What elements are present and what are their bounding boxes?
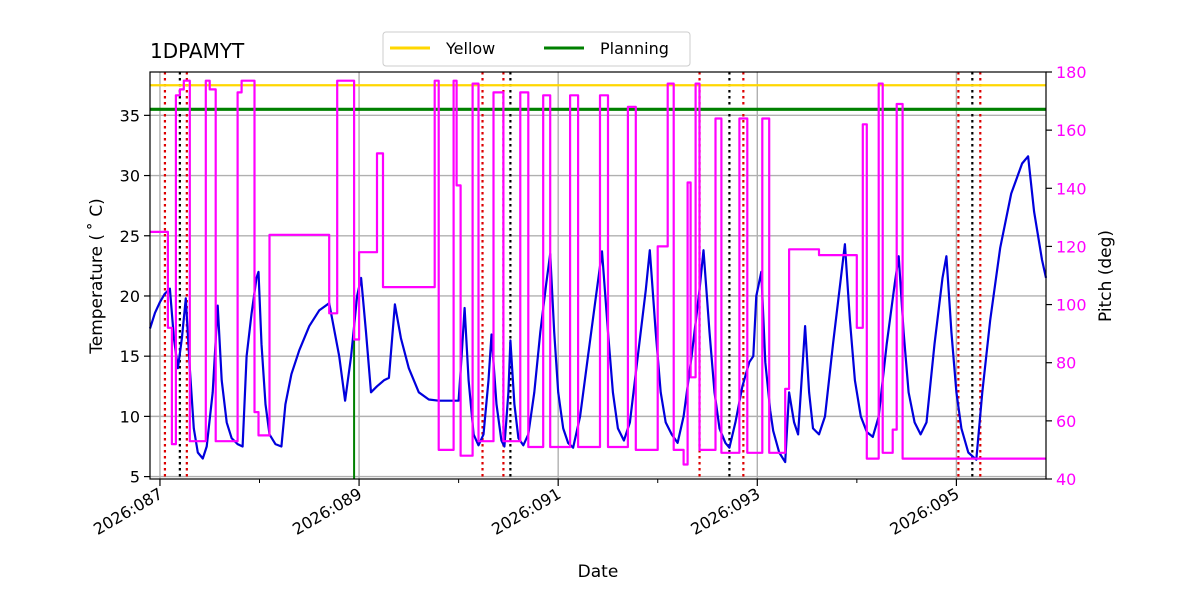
y-tick-label: 5 [130, 468, 140, 487]
y-tick-label: 10 [120, 407, 140, 426]
y2-tick-label: 80 [1056, 354, 1076, 373]
x-tick-label: 2026:089 [289, 484, 365, 539]
legend-box [382, 31, 691, 67]
y2-tick-label: 100 [1056, 296, 1087, 315]
y2-tick-label: 60 [1056, 412, 1076, 431]
plot-frame [149, 71, 1047, 480]
series-line-pitch [150, 79, 1046, 466]
y-tick-label: 15 [120, 347, 140, 366]
x-tick-label: 2026:095 [887, 484, 963, 539]
y2-axis-title: Pitch (deg) [1096, 230, 1116, 322]
y2-tick-label: 180 [1056, 63, 1087, 82]
y-tick-label: 20 [120, 287, 140, 306]
y-tick-label: 35 [120, 106, 140, 125]
y-tick-label: 30 [120, 167, 140, 186]
legend-label-yellow: Yellow [445, 39, 495, 58]
x-tick-label: 2026:087 [90, 484, 166, 539]
y2-tick-label: 120 [1056, 237, 1087, 256]
y2-tick-label: 160 [1056, 121, 1087, 140]
y2-tick-label: 40 [1056, 470, 1076, 489]
legend: Yellow Planning [382, 31, 691, 67]
series-line-temperature [148, 155, 1048, 464]
y-axis-title: Temperature ( ˚ C) [86, 198, 107, 355]
x-tick-label: 2026:093 [687, 484, 763, 539]
series-layer [148, 79, 1048, 466]
x-axis-title: Date [578, 562, 619, 582]
x-tick-label: 2026:091 [488, 484, 564, 539]
legend-label-planning: Planning [600, 39, 669, 58]
chart-title: 1DPAMYT [150, 39, 245, 63]
y2-tick-label: 140 [1056, 179, 1087, 198]
y-tick-label: 25 [120, 227, 140, 246]
